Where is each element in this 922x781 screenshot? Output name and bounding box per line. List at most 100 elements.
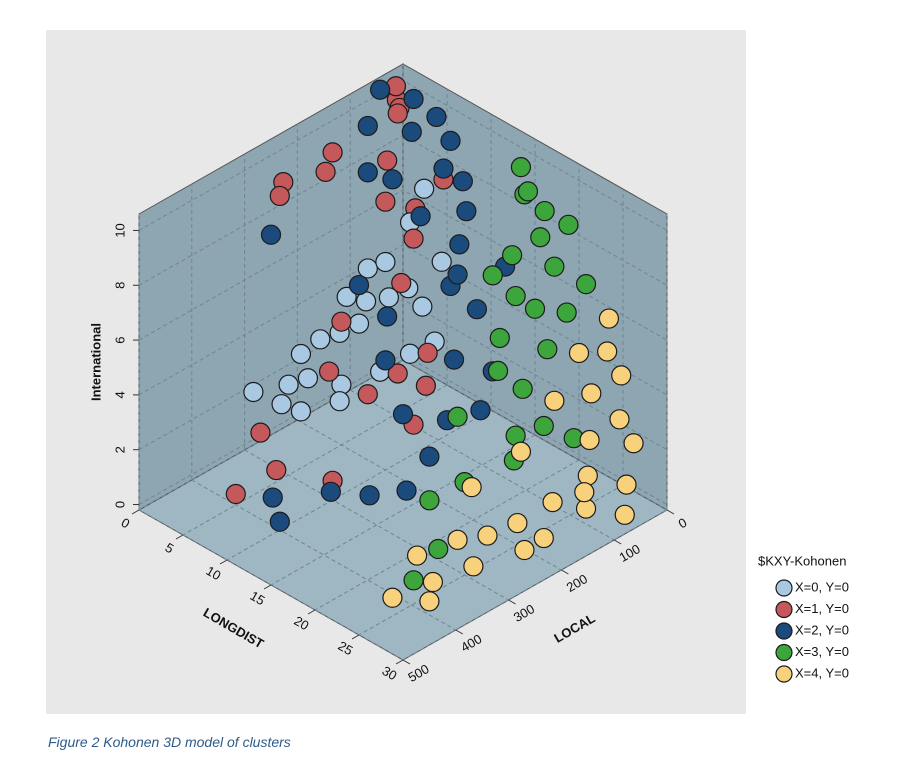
- point: [269, 511, 290, 532]
- tick-mark: [351, 634, 360, 640]
- point: [609, 409, 630, 430]
- point: [517, 181, 539, 202]
- point: [514, 539, 535, 561]
- point: [574, 482, 595, 503]
- grid-line: [314, 459, 580, 611]
- tick-mark: [175, 534, 184, 540]
- tick-mark: [131, 509, 140, 515]
- point: [433, 158, 454, 179]
- tick-mark: [307, 609, 316, 615]
- point: [579, 429, 600, 451]
- grid-line: [138, 299, 668, 451]
- point: [431, 251, 452, 272]
- point: [290, 343, 312, 365]
- point: [297, 368, 319, 389]
- point: [470, 400, 491, 421]
- grid-line: [226, 409, 492, 561]
- point: [266, 459, 287, 481]
- point: [357, 258, 378, 279]
- point: [396, 480, 417, 501]
- point: [403, 228, 424, 249]
- point: [568, 342, 590, 364]
- point: [447, 406, 468, 427]
- point: [558, 214, 579, 235]
- point: [318, 361, 340, 382]
- point: [375, 350, 396, 371]
- point: [556, 302, 577, 323]
- z-axis-title: International: [88, 323, 103, 401]
- point: [575, 274, 597, 295]
- point: [225, 483, 246, 505]
- point: [336, 286, 357, 307]
- tick-mark: [402, 659, 411, 665]
- point: [403, 570, 424, 591]
- point: [262, 487, 283, 508]
- legend-marker: [775, 622, 793, 640]
- point: [461, 477, 482, 498]
- point: [414, 178, 435, 199]
- point: [331, 311, 352, 332]
- point: [463, 556, 484, 577]
- point: [502, 245, 523, 266]
- z-tick-label: 10: [112, 223, 127, 237]
- point: [577, 465, 598, 486]
- legend-label: X=3, Y=0: [795, 644, 849, 659]
- legend-label: X=4, Y=0: [795, 665, 849, 680]
- z-tick-label: 0: [112, 501, 127, 508]
- caption: Figure 2 Kohonen 3D model of clusters: [48, 734, 291, 750]
- point: [443, 349, 465, 370]
- point: [530, 227, 551, 248]
- point: [271, 394, 292, 415]
- tick-mark: [666, 509, 675, 515]
- point: [507, 512, 528, 534]
- tick-mark: [613, 539, 622, 545]
- point: [534, 200, 555, 222]
- point: [544, 256, 565, 277]
- point: [447, 264, 468, 285]
- point: [489, 327, 510, 349]
- point: [260, 224, 282, 245]
- point: [449, 234, 470, 255]
- legend-marker: [775, 579, 793, 597]
- point: [399, 343, 421, 364]
- point: [377, 150, 398, 171]
- tick-mark: [508, 599, 516, 605]
- point: [315, 161, 336, 182]
- point: [382, 587, 403, 608]
- chart: 05101520253001002003004005000246810LONGD…: [46, 30, 849, 714]
- z-tick-label: 4: [112, 391, 127, 398]
- legend-label: X=2, Y=0: [795, 622, 849, 637]
- point: [440, 130, 461, 151]
- point: [382, 169, 403, 190]
- point: [387, 103, 408, 124]
- point: [375, 191, 396, 212]
- x-tick-label: 20: [292, 613, 312, 633]
- legend-label: X=0, Y=0: [795, 579, 849, 594]
- legend-title: $KXY-Kohonen: [758, 553, 846, 568]
- point: [359, 485, 380, 506]
- point: [357, 115, 378, 137]
- point: [243, 381, 264, 403]
- tick-mark: [219, 559, 228, 565]
- point: [623, 433, 644, 454]
- point: [412, 296, 433, 317]
- z-tick-label: 2: [112, 446, 127, 453]
- grid-line: [402, 509, 668, 661]
- x-tick-label: 15: [248, 588, 268, 608]
- point: [422, 571, 444, 593]
- point: [357, 162, 378, 183]
- legend-label: X=1, Y=0: [795, 601, 849, 616]
- tick-mark: [395, 659, 404, 665]
- z-tick-label: 6: [112, 336, 127, 343]
- tick-mark: [561, 569, 569, 575]
- point: [614, 504, 635, 525]
- x-tick-label: 30: [380, 663, 400, 683]
- grid-line: [191, 479, 457, 631]
- point: [524, 298, 546, 319]
- tick-mark: [263, 584, 272, 590]
- point: [419, 591, 440, 612]
- point: [452, 171, 473, 192]
- point: [533, 527, 554, 549]
- legend: $KXY-Kohonen X=0, Y=0 X=1, Y=0 X=2, Y=0 X=3…: [758, 553, 849, 683]
